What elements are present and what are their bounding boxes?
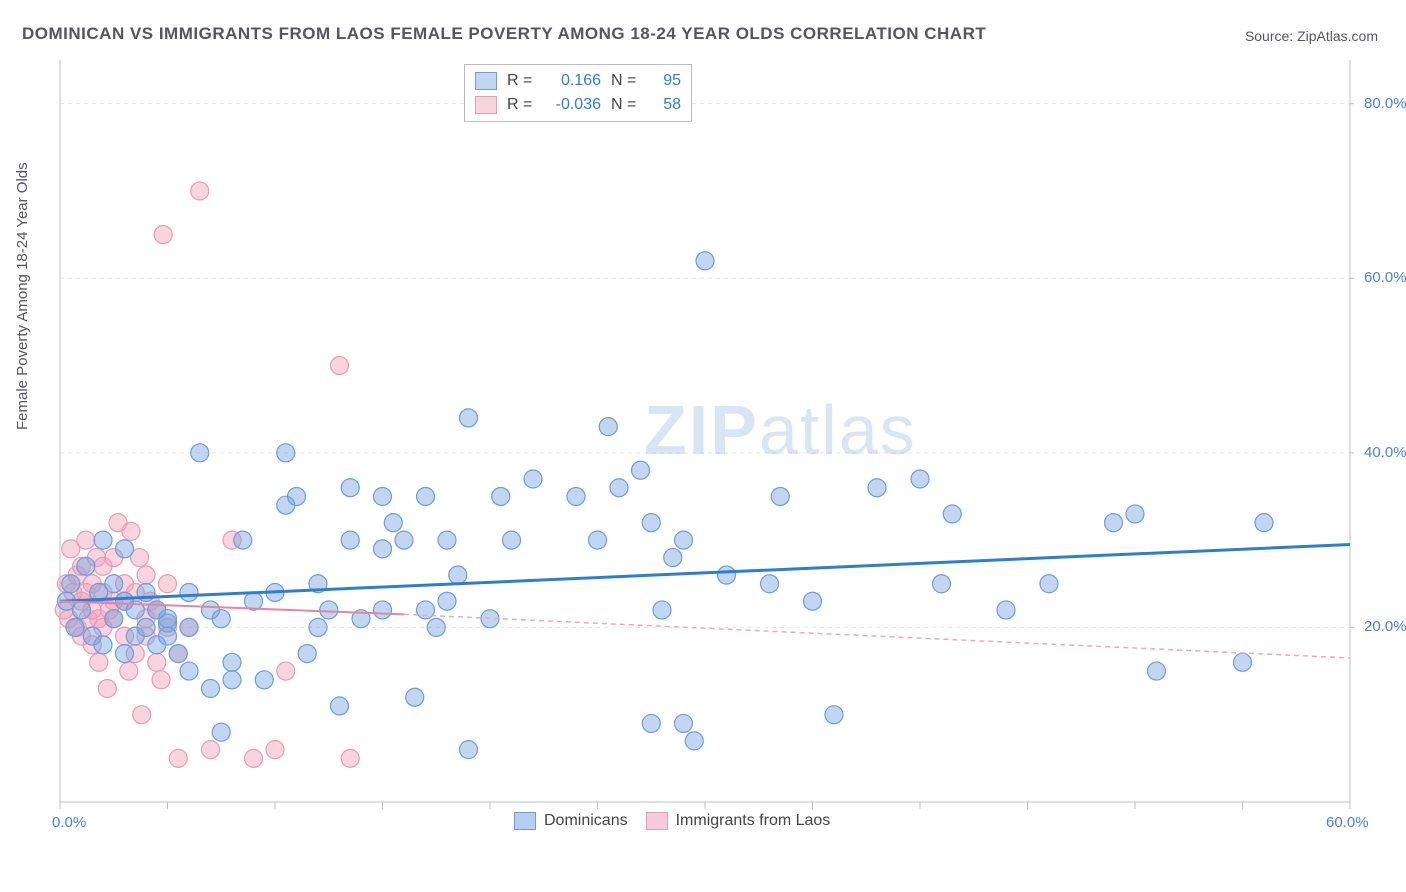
legend-n-label: N = [611,96,641,114]
y-tick-label: 60.0% [1364,269,1406,286]
y-tick-label: 80.0% [1364,95,1406,112]
y-tick-label: 40.0% [1364,444,1406,461]
legend-n-label: N = [611,72,641,90]
source-link[interactable]: ZipAtlas.com [1297,28,1378,44]
series-legend-item: Dominicans [514,812,628,830]
legend-r-value: -0.036 [545,96,601,114]
x-tick-label: 0.0% [52,814,86,831]
series-legend-item: Immigrants from Laos [646,812,831,830]
correlation-legend-row: R = -0.036 N = 58 [475,93,681,117]
x-tick-label: 60.0% [1326,814,1369,831]
legend-swatch [475,96,497,114]
legend-n-value: 58 [651,96,681,114]
y-tick-label: 20.0% [1364,618,1406,635]
legend-r-label: R = [507,72,535,90]
source-prefix: Source: [1245,28,1297,44]
correlation-legend: R = 0.166 N = 95 R = -0.036 N = 58 [464,64,692,122]
correlation-legend-row: R = 0.166 N = 95 [475,69,681,93]
scatter-plot [54,60,1354,830]
chart-title: DOMINICAN VS IMMIGRANTS FROM LAOS FEMALE… [22,24,986,44]
legend-swatch [646,812,668,830]
legend-swatch [475,72,497,90]
series-legend-label: Immigrants from Laos [676,812,831,830]
series-legend-label: Dominicans [544,812,628,830]
legend-n-value: 95 [651,72,681,90]
chart-area: ZIPatlas R =0.166N =95R =-0.036N =58 Dom… [54,60,1354,830]
y-axis-label: Female Poverty Among 18-24 Year Olds [14,162,31,430]
series-legend: Dominicans Immigrants from Laos [514,812,830,830]
legend-r-label: R = [507,96,535,114]
legend-swatch [514,812,536,830]
source-attribution: Source: ZipAtlas.com [1245,28,1378,44]
legend-r-value: 0.166 [545,72,601,90]
